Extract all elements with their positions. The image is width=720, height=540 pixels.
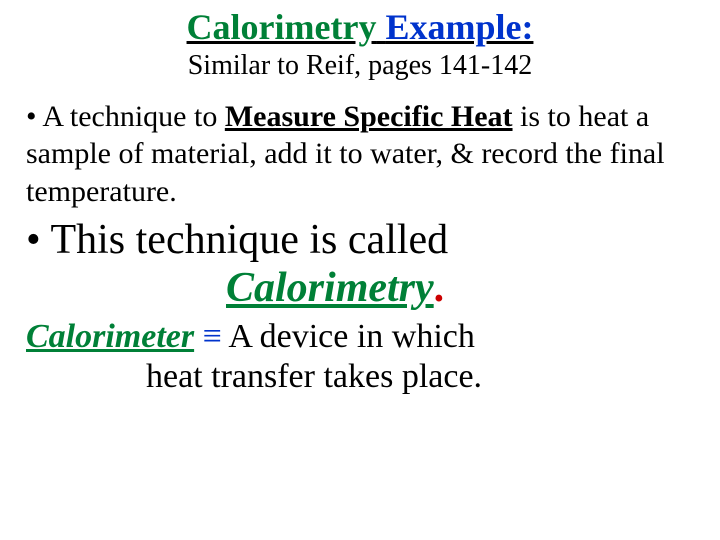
bullet-technique: • A technique to Measure Specific Heat i… — [26, 98, 700, 211]
title-pre: Calorimetry — [187, 7, 377, 47]
slide-subtitle: Similar to Reif, pages 141-142 — [20, 50, 700, 82]
bullet2-pre: This technique is called — [41, 217, 448, 263]
bullet2-line2: Calorimetry. — [26, 264, 700, 312]
calorimetry-period: . — [434, 265, 445, 311]
definition-body1: A device in which — [228, 318, 474, 355]
definition: Calorimeter ≡ A device in which heat tra… — [26, 317, 700, 399]
slide-title: Calorimetry Example: — [20, 8, 700, 48]
definition-term: Calorimeter — [26, 318, 194, 355]
bullet2-marker: • — [26, 217, 41, 263]
bullet-calorimetry: • This technique is called Calorimetry. — [26, 216, 700, 313]
title-word-calorimetry: Calorimetry Example: — [187, 7, 534, 47]
final-period: . — [474, 358, 483, 395]
bullet1-marker: • — [26, 100, 37, 133]
calorimetry-term: Calorimetry — [226, 265, 434, 311]
bullet1-pre: A technique to — [37, 100, 225, 133]
definition-line2: heat transfer takes place. — [26, 357, 700, 398]
slide: Calorimetry Example: Similar to Reif, pa… — [0, 0, 720, 398]
bullet1-emph: Measure Specific Heat — [225, 100, 513, 133]
title-post: Example: — [385, 7, 533, 47]
definition-equiv: ≡ — [194, 318, 228, 355]
definition-body2: heat transfer takes place — [146, 358, 474, 395]
